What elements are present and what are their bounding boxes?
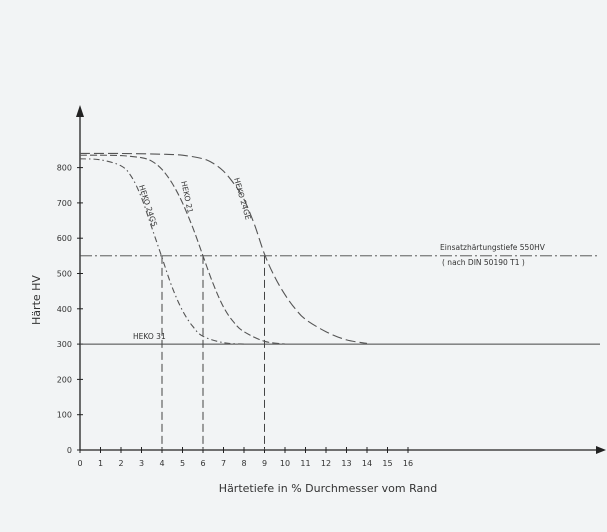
- x-tick-label: 3: [139, 459, 144, 468]
- series-line-1: [79, 158, 245, 345]
- x-tick-label: 13: [341, 459, 351, 468]
- series-label-1: HEKO 24GS: [137, 184, 159, 228]
- x-tick-label: 16: [403, 459, 413, 468]
- y-tick-label: 700: [57, 199, 72, 208]
- reference-label-550hv: Einsatzhärtungstiefe 550HV: [440, 243, 546, 252]
- x-tick-label: 8: [241, 459, 246, 468]
- y-axis-title: Härte HV: [30, 275, 43, 325]
- x-tick-label: 5: [180, 459, 185, 468]
- x-tick-label: 10: [280, 459, 290, 468]
- y-tick-label: 300: [57, 340, 72, 349]
- series-label-3: HEKO 24GE: [232, 177, 253, 221]
- x-tick-label: 9: [262, 459, 267, 468]
- x-tick-label: 4: [159, 459, 164, 468]
- x-tick-label: 11: [300, 459, 310, 468]
- series-label-2: HEKO 21: [179, 180, 195, 214]
- x-tick-label: 7: [221, 459, 226, 468]
- x-tick-label: 0: [77, 459, 82, 468]
- series-line-3: [79, 152, 368, 344]
- x-tick-label: 6: [200, 459, 205, 468]
- reference-sublabel-din: ( nach DIN 50190 T1 ): [442, 258, 525, 267]
- series-line-2: [79, 154, 286, 345]
- y-tick-label: 500: [57, 270, 72, 279]
- x-axis-arrow: [596, 446, 606, 454]
- x-tick-label: 2: [118, 459, 123, 468]
- y-tick-label: 800: [57, 164, 72, 173]
- y-tick-label: 200: [57, 375, 72, 384]
- y-axis-arrow: [76, 105, 84, 117]
- x-axis-title: Härtetiefe in % Durchmesser vom Rand: [219, 482, 437, 495]
- y-tick-label: 0: [67, 446, 72, 455]
- x-tick-label: 14: [362, 459, 372, 468]
- x-tick-label: 15: [382, 459, 392, 468]
- y-tick-label: 100: [57, 411, 72, 420]
- x-tick-label: 12: [321, 459, 331, 468]
- y-tick-label: 600: [57, 234, 72, 243]
- x-tick-label: 1: [98, 459, 103, 468]
- y-tick-label: 400: [57, 305, 72, 314]
- reference-label-heko31: HEKO 31: [133, 332, 166, 341]
